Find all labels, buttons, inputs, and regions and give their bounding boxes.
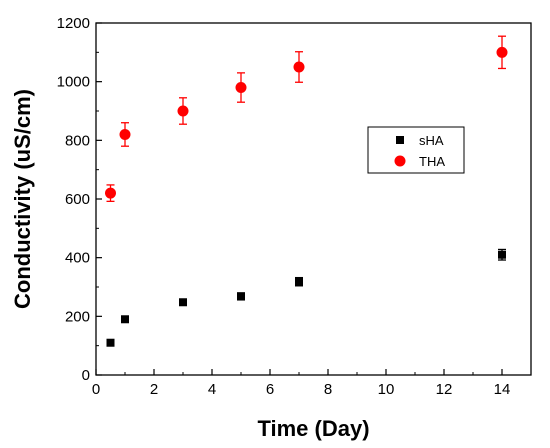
point-tha: [119, 128, 131, 140]
legend-marker-sha: [396, 136, 404, 144]
point-sha: [179, 298, 187, 307]
y-tick-label: 1000: [57, 74, 90, 91]
legend-marker-tha: [394, 155, 406, 167]
plot-frame: [95, 22, 532, 376]
point-sha: [237, 292, 245, 301]
x-tick-label: 14: [494, 381, 511, 398]
legend-label-tha: THA: [419, 154, 445, 169]
x-tick-label: 6: [266, 381, 274, 398]
point-tha: [177, 105, 189, 117]
y-axis-title: Conductivity (uS/cm): [10, 89, 35, 309]
y-tick-label: 400: [65, 250, 90, 267]
y-tick-label: 0: [82, 367, 90, 384]
point-sha: [295, 277, 303, 286]
x-axis-title: Time (Day): [257, 416, 369, 441]
legend: sHA THA: [367, 126, 465, 174]
y-tick-label: 800: [65, 132, 90, 149]
x-tick-label: 10: [378, 381, 395, 398]
point-tha: [293, 61, 305, 73]
x-tick-label: 12: [436, 381, 453, 398]
point-sha: [498, 250, 506, 259]
x-tick-label: 2: [150, 381, 158, 398]
point-sha: [121, 315, 129, 324]
point-sha: [106, 338, 115, 347]
x-tick-label: 8: [324, 381, 332, 398]
point-tha: [105, 187, 116, 199]
point-tha: [496, 46, 508, 58]
y-tick-label: 600: [65, 191, 90, 208]
point-tha: [235, 82, 247, 94]
data-layer: [105, 35, 508, 347]
x-tick-label: 0: [92, 381, 100, 398]
ticks-layer: 0 2 4 6 8 10 12 14 0 200 400 600 800 1000 1200: [57, 15, 511, 398]
y-tick-label: 1200: [57, 15, 90, 32]
legend-box: [367, 126, 465, 174]
y-tick-label: 200: [65, 308, 90, 325]
x-tick-label: 4: [208, 381, 216, 398]
legend-label-sha: sHA: [419, 133, 444, 148]
